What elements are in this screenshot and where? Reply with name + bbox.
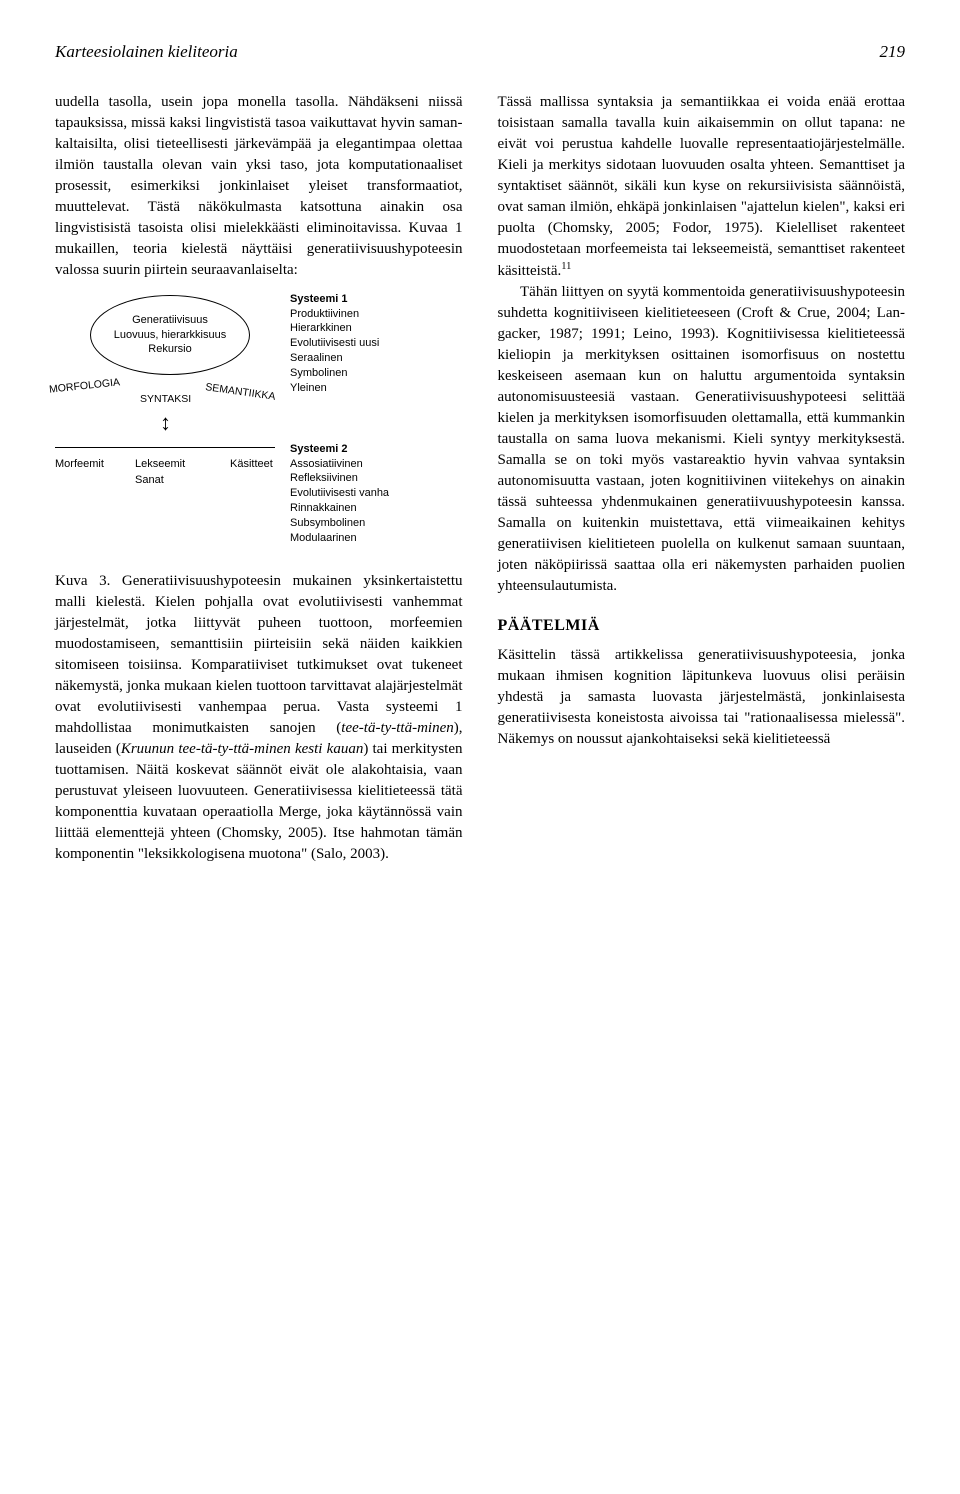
sys2-item: Refleksiivinen — [290, 471, 389, 486]
system2-box: Systeemi 2 Assosiatiivinen Refleksiivine… — [290, 442, 389, 546]
content-columns: uudella tasolla, usein jopa monella taso… — [55, 92, 905, 865]
sys1-item: Produktiivinen — [290, 307, 379, 322]
system1-box: Systeemi 1 Produktiivinen Hierarkkinen E… — [290, 292, 379, 396]
caption-it2: Kruunun tee-tä-ty-ttä-minen kesti kauan — [121, 741, 364, 757]
figure-3-diagram: Generatiivisuus Luovuus, hierarkkisuus R… — [55, 287, 463, 567]
section-heading-paatelmia: PÄÄTELMIÄ — [498, 615, 906, 637]
ellipse-line3: Rekursio — [148, 342, 191, 356]
column-left: uudella tasolla, usein jopa monella taso… — [55, 92, 463, 865]
double-arrow-icon: ↕ — [160, 412, 171, 434]
sys1-title: Systeemi 1 — [290, 292, 379, 307]
sys1-item: Yleinen — [290, 381, 379, 396]
label-lekseemit: Lekseemit — [135, 457, 185, 472]
sys1-item: Seraalinen — [290, 351, 379, 366]
footnote-ref-11: 11 — [561, 261, 571, 272]
caption-it1: tee-tä-ty-ttä-minen — [341, 720, 453, 736]
sys2-item: Rinnakkainen — [290, 501, 389, 516]
col2-p3: Käsittelin tässä artikkelissa generatiiv… — [498, 645, 906, 750]
col1-p1: uudella tasolla, usein jopa monella taso… — [55, 92, 463, 281]
ellipse-line1: Generatiivisuus — [132, 313, 208, 327]
label-kasitteet: Käsitteet — [230, 457, 273, 472]
figure-3-caption: Kuva 3. Generatiivisuushypoteesin mukain… — [55, 571, 463, 865]
sys2-item: Modulaarinen — [290, 531, 389, 546]
label-syntaksi: SYNTAKSI — [140, 392, 191, 407]
header-page: 219 — [880, 40, 906, 64]
divider-line — [55, 447, 275, 448]
sys2-item: Assosiatiivinen — [290, 457, 389, 472]
running-header: Karteesiolainen kieliteoria 219 — [55, 40, 905, 64]
sys2-title: Systeemi 2 — [290, 442, 389, 457]
ellipse-system1: Generatiivisuus Luovuus, hierarkkisuus R… — [90, 295, 250, 375]
label-morfeemit: Morfeemit — [55, 457, 104, 472]
sys2-item: Evolutiivisesti vanha — [290, 486, 389, 501]
ellipse-line2: Luovuus, hierarkkisuus — [114, 328, 227, 342]
caption-body: Generatiivisuushypoteesin mukainen yksin… — [55, 573, 463, 736]
caption-mid2: ) tai merkitysten tuottamisen. Näitä kos… — [55, 741, 463, 862]
sys1-item: Symbolinen — [290, 366, 379, 381]
sys1-item: Evolutiivisesti uusi — [290, 336, 379, 351]
col2-p1: Tässä mallissa syntaksia ja semantiikkaa… — [498, 92, 906, 282]
column-right: Tässä mallissa syntaksia ja semantiikkaa… — [498, 92, 906, 865]
label-sanat: Sanat — [135, 473, 164, 488]
sys1-item: Hierarkkinen — [290, 321, 379, 336]
col2-p1-text: Tässä mallissa syntaksia ja semantiikkaa… — [498, 94, 906, 279]
label-morfologia: MORFOLOGIA — [48, 375, 120, 397]
sys2-item: Subsymbolinen — [290, 516, 389, 531]
col2-p2: Tähän liittyen on syytä kommentoida ge­n… — [498, 282, 906, 597]
header-title: Karteesiolainen kieliteoria — [55, 40, 238, 64]
caption-lead: Kuva 3. — [55, 573, 110, 589]
label-semantiikka: SEMANTIIKKA — [204, 380, 276, 404]
